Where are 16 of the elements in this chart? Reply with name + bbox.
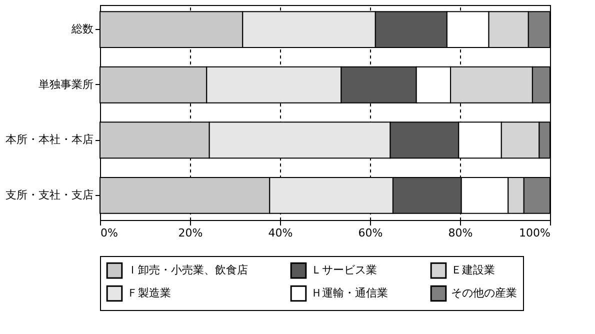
y-tick-label: 総数	[70, 22, 94, 36]
legend-label: Ｈ運輸・通信業	[311, 286, 388, 300]
x-tick-label: 20%	[178, 226, 203, 240]
x-tick-label: 80%	[448, 226, 473, 240]
legend-label: Ｌサービス業	[311, 264, 377, 277]
legend-label: Ｅ建設業	[451, 264, 495, 277]
x-tick-label: 40%	[268, 226, 293, 240]
y-tick-label: 単独事業所	[38, 78, 94, 91]
x-tick-label: 100%	[519, 226, 550, 240]
legend-label: その他の産業	[451, 286, 517, 300]
x-tick-label: 0%	[100, 226, 118, 240]
legend-label: Ｉ卸売・小売業、飲食店	[127, 264, 248, 277]
y-tick-label: 支所・支社・支店	[6, 188, 94, 202]
x-tick-label: 60%	[358, 226, 383, 240]
legend-label: Ｆ製造業	[127, 286, 171, 300]
y-tick-label: 本所・本社・本店	[6, 133, 94, 146]
